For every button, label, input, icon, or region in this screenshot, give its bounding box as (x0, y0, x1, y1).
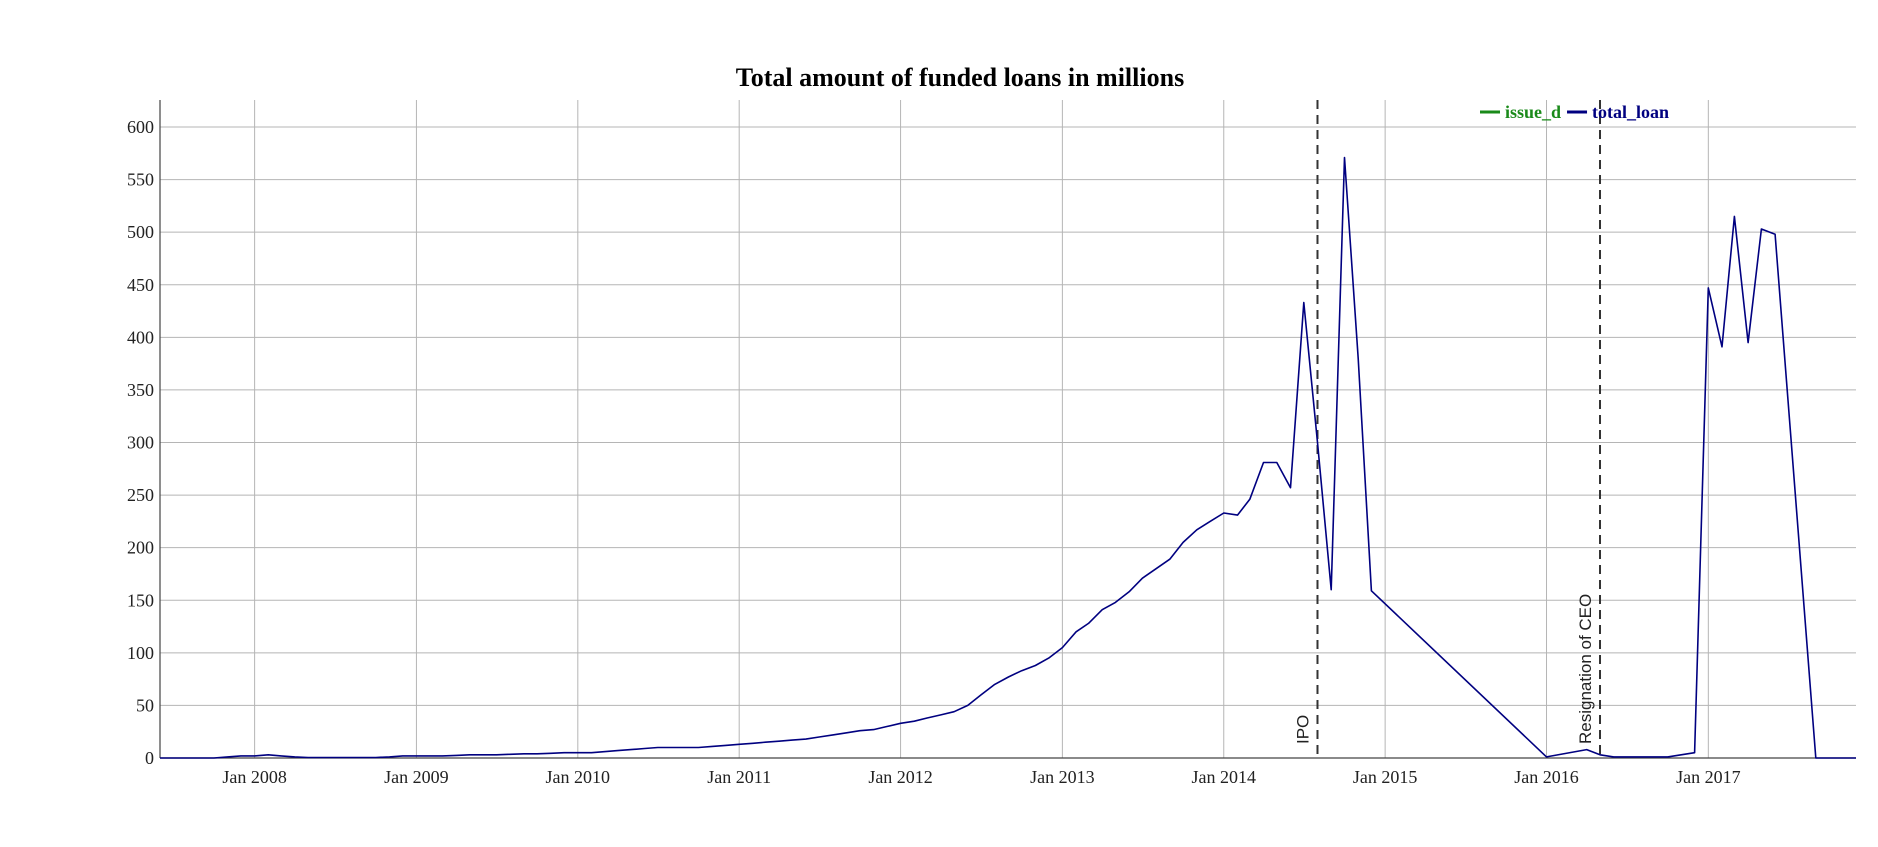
legend-label: total_loan (1592, 102, 1669, 122)
x-tick-label: Jan 2014 (1192, 767, 1257, 787)
y-tick-label: 150 (127, 590, 154, 610)
legend-item-total_loan[interactable]: total_loan (1567, 102, 1669, 122)
legend[interactable]: issue_d total_loan (1480, 102, 1669, 122)
y-tick-label: 600 (127, 117, 154, 137)
x-tick-label: Jan 2013 (1030, 767, 1095, 787)
x-tick-label: Jan 2009 (384, 767, 449, 787)
y-tick-label: 50 (136, 695, 154, 715)
axes: 0 50 100 150 200 250 300 350 400 450 500 550 600 Jan … (127, 100, 1856, 787)
chart-title: Total amount of funded loans in millions (736, 63, 1184, 92)
legend-item-issue_d[interactable]: issue_d (1480, 102, 1561, 122)
grid (160, 100, 1856, 758)
legend-label: issue_d (1505, 102, 1561, 122)
x-tick-label: Jan 2017 (1676, 767, 1741, 787)
series-line-total_loan (160, 156, 1856, 759)
y-tick-label: 300 (127, 433, 154, 453)
y-tick-label: 400 (127, 327, 154, 347)
x-tick-label: Jan 2015 (1353, 767, 1418, 787)
x-tick-label: Jan 2012 (868, 767, 933, 787)
series-layer (160, 156, 1856, 759)
event-label: IPO (1293, 715, 1312, 744)
y-tick-label: 0 (145, 748, 154, 768)
y-tick-label: 550 (127, 170, 154, 190)
y-tick-label: 350 (127, 380, 154, 400)
x-tick-label: Jan 2008 (222, 767, 287, 787)
event-annotations: IPO Resignation of CEO (1293, 100, 1602, 758)
y-tick-label: 500 (127, 222, 154, 242)
y-tick-label: 250 (127, 485, 154, 505)
x-tick-label: Jan 2010 (546, 767, 611, 787)
y-tick-label: 450 (127, 275, 154, 295)
x-tick-label: Jan 2016 (1514, 767, 1579, 787)
y-tick-label: 200 (127, 538, 154, 558)
x-tick-label: Jan 2011 (707, 767, 771, 787)
y-tick-label: 100 (127, 643, 154, 663)
event-label: Resignation of CEO (1576, 594, 1595, 744)
